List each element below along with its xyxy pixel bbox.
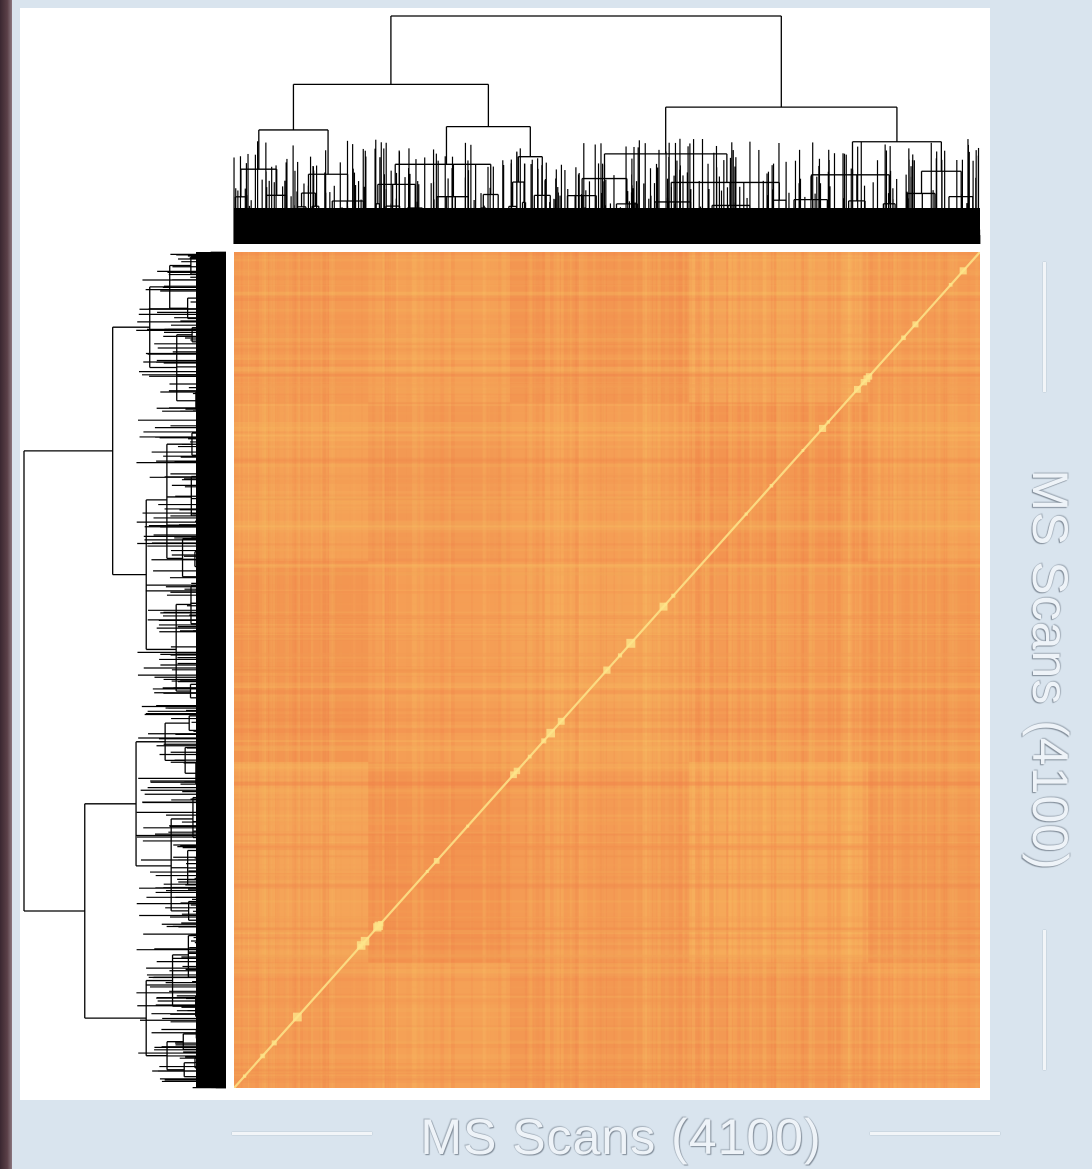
heatmap-figure <box>20 8 990 1100</box>
heatmap-svg <box>20 8 990 1100</box>
row-dendrogram <box>24 252 226 1088</box>
column-dendrogram-leaf-mass <box>234 208 980 244</box>
column-dendrogram <box>234 16 980 244</box>
window-edge <box>0 0 12 1169</box>
